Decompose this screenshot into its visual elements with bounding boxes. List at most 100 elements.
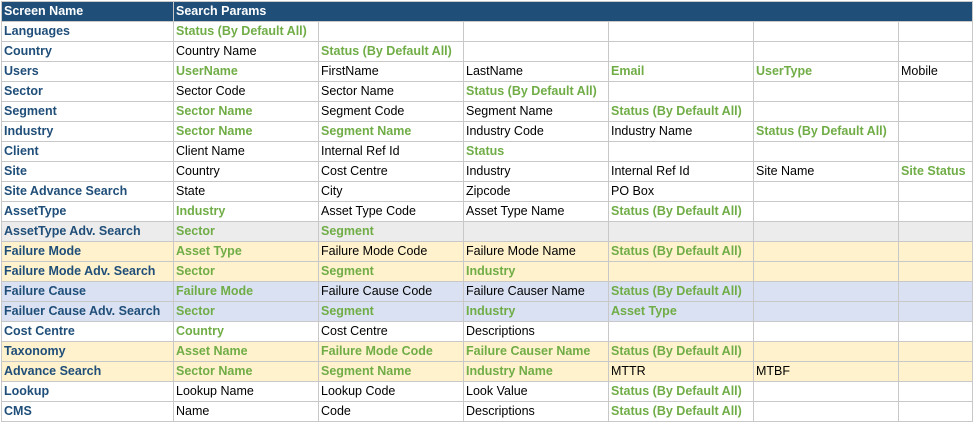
- param-cell[interactable]: Look Value: [463, 381, 609, 402]
- param-cell[interactable]: Country: [173, 321, 319, 342]
- param-cell[interactable]: [608, 221, 754, 242]
- screen-name-cell[interactable]: Failuer Cause Adv. Search: [1, 301, 174, 322]
- param-cell[interactable]: [608, 21, 754, 42]
- param-cell[interactable]: Status (By Default All): [608, 401, 754, 422]
- param-cell[interactable]: UserType: [753, 61, 899, 82]
- param-cell[interactable]: [463, 221, 609, 242]
- param-cell[interactable]: [898, 41, 973, 62]
- screen-name-cell[interactable]: AssetType Adv. Search: [1, 221, 174, 242]
- param-cell[interactable]: [318, 21, 464, 42]
- screen-name-cell[interactable]: Lookup: [1, 381, 174, 402]
- param-cell[interactable]: Status (By Default All): [608, 281, 754, 302]
- param-cell[interactable]: [898, 301, 973, 322]
- param-cell[interactable]: Cost Centre: [318, 321, 464, 342]
- screen-name-cell[interactable]: Users: [1, 61, 174, 82]
- param-cell[interactable]: Country Name: [173, 41, 319, 62]
- screen-name-cell[interactable]: Industry: [1, 121, 174, 142]
- param-cell[interactable]: [463, 21, 609, 42]
- param-cell[interactable]: Zipcode: [463, 181, 609, 202]
- screen-name-cell[interactable]: Client: [1, 141, 174, 162]
- param-cell[interactable]: Sector: [173, 301, 319, 322]
- param-cell[interactable]: Sector: [173, 261, 319, 282]
- param-cell[interactable]: Mobile: [898, 61, 973, 82]
- param-cell[interactable]: LastName: [463, 61, 609, 82]
- param-cell[interactable]: Lookup Name: [173, 381, 319, 402]
- param-cell[interactable]: [898, 361, 973, 382]
- param-cell[interactable]: MTBF: [753, 361, 899, 382]
- param-cell[interactable]: Country: [173, 161, 319, 182]
- param-cell[interactable]: Asset Type Code: [318, 201, 464, 222]
- param-cell[interactable]: Segment: [318, 301, 464, 322]
- param-cell[interactable]: Asset Type Name: [463, 201, 609, 222]
- param-cell[interactable]: Asset Type: [173, 241, 319, 262]
- param-cell[interactable]: [608, 141, 754, 162]
- param-cell[interactable]: Asset Type: [608, 301, 754, 322]
- param-cell[interactable]: Descriptions: [463, 321, 609, 342]
- param-cell[interactable]: Failure Mode Code: [318, 241, 464, 262]
- param-cell[interactable]: Failure Mode Code: [318, 341, 464, 362]
- param-cell[interactable]: Status (By Default All): [608, 201, 754, 222]
- param-cell[interactable]: [753, 321, 899, 342]
- param-cell[interactable]: Industry Name: [463, 361, 609, 382]
- param-cell[interactable]: [753, 21, 899, 42]
- param-cell[interactable]: [608, 41, 754, 62]
- screen-name-cell[interactable]: Languages: [1, 21, 174, 42]
- param-cell[interactable]: [753, 381, 899, 402]
- screen-name-cell[interactable]: Sector: [1, 81, 174, 102]
- param-cell[interactable]: Status (By Default All): [608, 101, 754, 122]
- param-cell[interactable]: Industry: [463, 161, 609, 182]
- screen-name-cell[interactable]: Failure Mode Adv. Search: [1, 261, 174, 282]
- param-cell[interactable]: Status (By Default All): [608, 241, 754, 262]
- param-cell[interactable]: [898, 181, 973, 202]
- param-cell[interactable]: [898, 121, 973, 142]
- screen-name-cell[interactable]: Advance Search: [1, 361, 174, 382]
- param-cell[interactable]: Status (By Default All): [173, 21, 319, 42]
- param-cell[interactable]: [898, 341, 973, 362]
- param-cell[interactable]: Status: [463, 141, 609, 162]
- screen-name-cell[interactable]: Failure Mode: [1, 241, 174, 262]
- param-cell[interactable]: Name: [173, 401, 319, 422]
- param-cell[interactable]: Industry: [463, 261, 609, 282]
- screen-name-cell[interactable]: Segment: [1, 101, 174, 122]
- param-cell[interactable]: [463, 41, 609, 62]
- param-cell[interactable]: MTTR: [608, 361, 754, 382]
- param-cell[interactable]: Sector Name: [318, 81, 464, 102]
- param-cell[interactable]: [753, 81, 899, 102]
- param-cell[interactable]: Industry Name: [608, 121, 754, 142]
- screen-name-cell[interactable]: Site: [1, 161, 174, 182]
- screen-name-cell[interactable]: Country: [1, 41, 174, 62]
- param-cell[interactable]: Internal Ref Id: [318, 141, 464, 162]
- param-cell[interactable]: Status (By Default All): [608, 381, 754, 402]
- param-cell[interactable]: Segment: [318, 261, 464, 282]
- param-cell[interactable]: City: [318, 181, 464, 202]
- param-cell[interactable]: Descriptions: [463, 401, 609, 422]
- param-cell[interactable]: [898, 321, 973, 342]
- screen-name-cell[interactable]: CMS: [1, 401, 174, 422]
- param-cell[interactable]: [753, 401, 899, 422]
- param-cell[interactable]: [898, 101, 973, 122]
- param-cell[interactable]: [753, 301, 899, 322]
- param-cell[interactable]: [753, 221, 899, 242]
- param-cell[interactable]: Failure Mode Name: [463, 241, 609, 262]
- param-cell[interactable]: [898, 21, 973, 42]
- param-cell[interactable]: [898, 141, 973, 162]
- param-cell[interactable]: Failure Mode: [173, 281, 319, 302]
- param-cell[interactable]: [898, 401, 973, 422]
- param-cell[interactable]: Status (By Default All): [753, 121, 899, 142]
- param-cell[interactable]: Failure Causer Name: [463, 281, 609, 302]
- screen-name-header[interactable]: Screen Name: [1, 1, 174, 22]
- screen-name-cell[interactable]: Cost Centre: [1, 321, 174, 342]
- param-cell[interactable]: [753, 181, 899, 202]
- param-cell[interactable]: UserName: [173, 61, 319, 82]
- param-cell[interactable]: Segment Name: [318, 121, 464, 142]
- param-cell[interactable]: Email: [608, 61, 754, 82]
- screen-name-cell[interactable]: Site Advance Search: [1, 181, 174, 202]
- search-params-header[interactable]: Search Params: [173, 1, 973, 22]
- param-cell[interactable]: [898, 281, 973, 302]
- screen-name-cell[interactable]: Failure Cause: [1, 281, 174, 302]
- param-cell[interactable]: Site Name: [753, 161, 899, 182]
- param-cell[interactable]: Failure Causer Name: [463, 341, 609, 362]
- param-cell[interactable]: FirstName: [318, 61, 464, 82]
- param-cell[interactable]: Code: [318, 401, 464, 422]
- param-cell[interactable]: Sector Code: [173, 81, 319, 102]
